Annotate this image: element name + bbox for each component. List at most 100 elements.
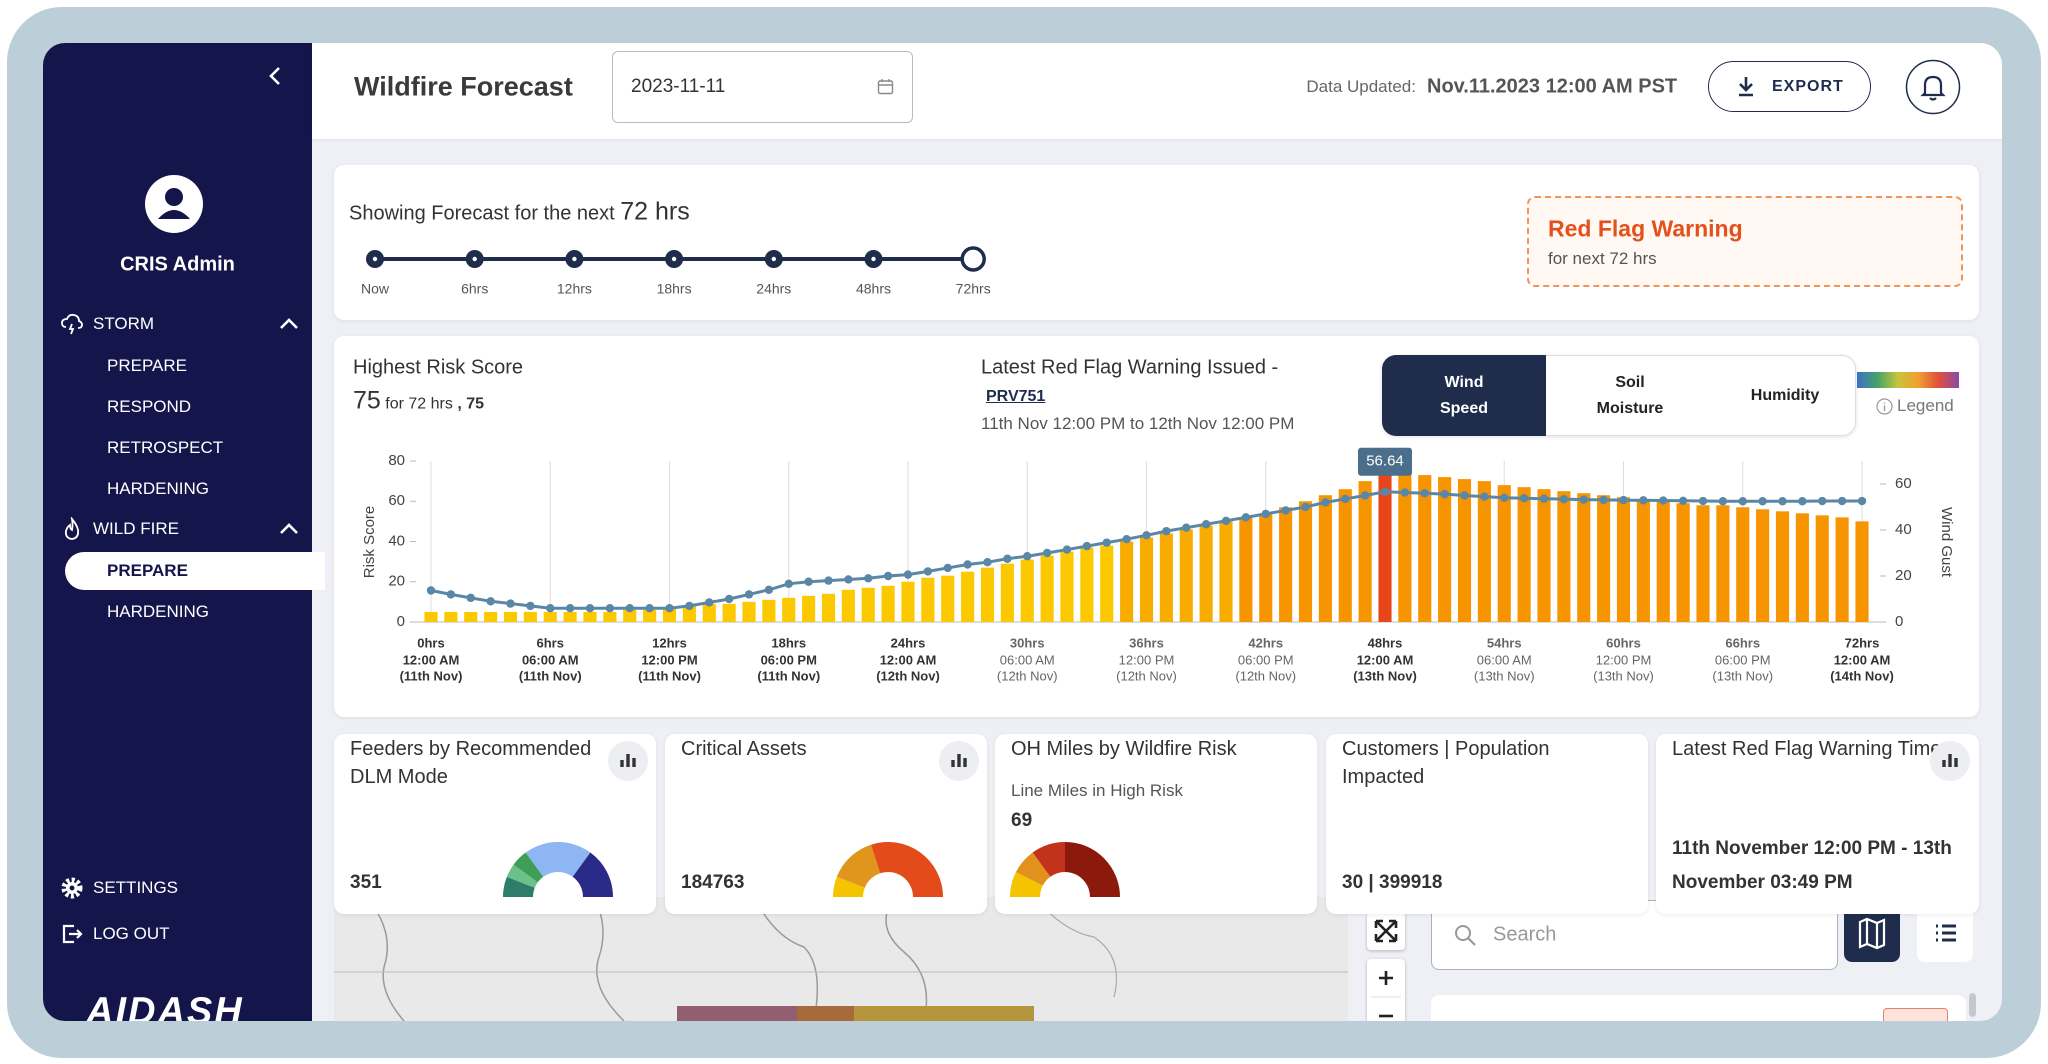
summary-card: [1656, 734, 1979, 914]
x-tick-label: 06:00 PM: [1715, 652, 1771, 667]
line-point: [605, 604, 615, 613]
bar: [1199, 525, 1213, 622]
line-point: [1003, 554, 1012, 563]
x-tick-label: (13th Nov): [1353, 668, 1417, 683]
card-value: 351: [350, 872, 382, 893]
map-features: [334, 897, 1348, 1021]
bar: [1716, 505, 1730, 622]
bar: [1597, 495, 1611, 622]
bar: [643, 609, 657, 622]
line-point: [585, 604, 595, 613]
menu-item[interactable]: RETROSPECT: [107, 438, 224, 457]
toggle-option[interactable]: Soil Moisture: [1596, 374, 1664, 417]
download-icon: [1739, 77, 1753, 97]
timeline-label: 48hrs: [856, 281, 891, 297]
bar: [682, 605, 696, 622]
fullscreen-button[interactable]: [1367, 912, 1405, 950]
updated-value: Nov.11.2023 12:00 AM PST: [1427, 75, 1678, 98]
line-point: [1778, 497, 1787, 506]
section-toggle[interactable]: [278, 313, 300, 335]
x-tick-label: 0hrs: [417, 635, 444, 650]
legend-link[interactable]: Legend: [1897, 396, 1954, 415]
toggle-selected: [1382, 355, 1546, 436]
chart-button[interactable]: [1930, 741, 1970, 781]
donut-segment: [503, 876, 535, 897]
warning-id[interactable]: PRV751: [986, 388, 1046, 405]
donut-segment: [513, 852, 544, 883]
bar: [1676, 503, 1690, 622]
y2-tick-label: 20: [1895, 567, 1912, 584]
line-point: [1857, 496, 1867, 506]
toggle-option[interactable]: Humidity: [1750, 387, 1820, 404]
section-toggle[interactable]: [278, 518, 300, 540]
x-tick-label: 36hrs: [1129, 635, 1164, 650]
list-view-button[interactable]: [1917, 905, 1973, 962]
bar: [1815, 515, 1829, 622]
legend-gradient: [1857, 372, 1959, 388]
line-point: [1480, 492, 1489, 501]
map[interactable]: [334, 897, 1348, 1021]
y-tick-label: 0: [397, 613, 405, 630]
export-button[interactable]: [1708, 61, 1871, 112]
toggle-option[interactable]: Wind Speed: [1439, 374, 1488, 417]
risk-period: for 72 hrs: [385, 395, 453, 413]
line-point: [1837, 496, 1847, 506]
logout-link[interactable]: LOG OUT: [93, 924, 170, 943]
line-point: [625, 604, 634, 613]
card-title: OH Miles by Wildfire Risk: [1011, 738, 1237, 760]
bar: [1835, 517, 1849, 622]
line-point: [565, 604, 575, 613]
bar: [742, 601, 756, 622]
summary-card: [1326, 734, 1648, 914]
line-point: [1539, 494, 1549, 503]
menu-item[interactable]: RESPOND: [107, 397, 192, 416]
forecast-timeline: Now 6hrs 12hrs 18hrs 24hrs 48hrs 72hrs: [361, 246, 991, 297]
menu-item[interactable]: PREPARE: [107, 356, 187, 375]
date-value: 2023-11-11: [631, 76, 726, 97]
menu-item[interactable]: HARDENING: [107, 602, 210, 621]
bar: [543, 611, 557, 622]
x-tick-label: 12:00 PM: [641, 652, 697, 667]
x-tick-label: 12hrs: [652, 635, 687, 650]
timeline-step[interactable]: [960, 246, 986, 272]
warning-range: 11th Nov 12:00 PM to 12th Nov 12:00 PM: [981, 414, 1295, 433]
line-point: [1042, 548, 1052, 558]
card-value: 30 | 399918: [1342, 872, 1443, 893]
map-view-button[interactable]: [1844, 905, 1900, 962]
bar: [1696, 505, 1710, 622]
timeline-dot: [771, 256, 776, 262]
line-point: [1659, 496, 1668, 505]
zoom-controls: [1367, 959, 1405, 1029]
chart-button[interactable]: [608, 741, 648, 781]
forecast-label: Showing Forecast for the next 72 hrs: [349, 198, 690, 227]
list-item[interactable]: [1431, 995, 1966, 1021]
menu-section[interactable]: STORM: [93, 314, 155, 333]
red-flag-box: [1527, 196, 1963, 287]
card-title: Feeders by Recommended DLM Mode: [350, 738, 592, 788]
bar: [1219, 521, 1233, 622]
bar: [444, 611, 458, 622]
settings-link[interactable]: SETTINGS: [93, 878, 179, 897]
bar: [782, 597, 796, 622]
bar: [1338, 489, 1352, 622]
menu-item[interactable]: PREPARE: [107, 561, 188, 580]
avatar: [145, 175, 203, 233]
menu-section[interactable]: WILD FIRE: [93, 519, 179, 538]
risk-summary: 75 for 72 hrs , 75: [353, 387, 484, 416]
x-tick-label: (11th Nov): [400, 668, 463, 683]
chart-button[interactable]: [939, 741, 979, 781]
active-pill: [65, 552, 325, 590]
collapse-button[interactable]: [264, 64, 288, 88]
donut-segment: [1032, 841, 1065, 877]
bar: [1358, 481, 1372, 622]
zoom-icons[interactable]: [1367, 959, 1405, 1029]
x-tick-label: 48hrs: [1368, 635, 1403, 650]
scrollbar: [1969, 993, 1976, 1017]
menu-item[interactable]: HARDENING: [107, 479, 210, 498]
line-point: [1718, 497, 1728, 506]
bar: [1398, 473, 1412, 622]
date-picker[interactable]: [612, 51, 913, 123]
bar: [1795, 513, 1809, 622]
notifications-button[interactable]: [1905, 59, 1961, 115]
line-point: [1281, 506, 1290, 515]
